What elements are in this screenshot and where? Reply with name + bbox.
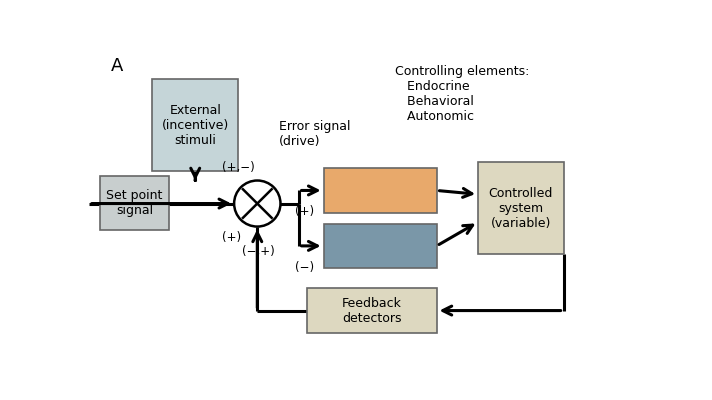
Bar (307, 288, 436, 333)
Bar (323, 168, 436, 213)
Text: (−): (−) (295, 260, 314, 274)
Text: A: A (111, 57, 123, 75)
Text: Error signal
(drive): Error signal (drive) (279, 120, 351, 148)
Bar (100, 176, 169, 230)
Text: Controlling elements:
   Endocrine
   Behavioral
   Autonomic: Controlling elements: Endocrine Behavior… (395, 65, 530, 123)
Text: Set point
signal: Set point signal (106, 189, 163, 217)
Text: (+,−): (+,−) (221, 161, 254, 174)
Text: External
(incentive)
stimuli: External (incentive) stimuli (162, 104, 229, 146)
Text: Controlled
system
(variable): Controlled system (variable) (488, 187, 553, 230)
Text: (+): (+) (222, 231, 241, 244)
Bar (478, 162, 564, 254)
Text: Feedback
detectors: Feedback detectors (342, 296, 402, 324)
Text: (+): (+) (295, 205, 314, 218)
Bar (152, 79, 238, 171)
Bar (323, 224, 436, 268)
Text: (−,+): (−,+) (242, 245, 275, 258)
